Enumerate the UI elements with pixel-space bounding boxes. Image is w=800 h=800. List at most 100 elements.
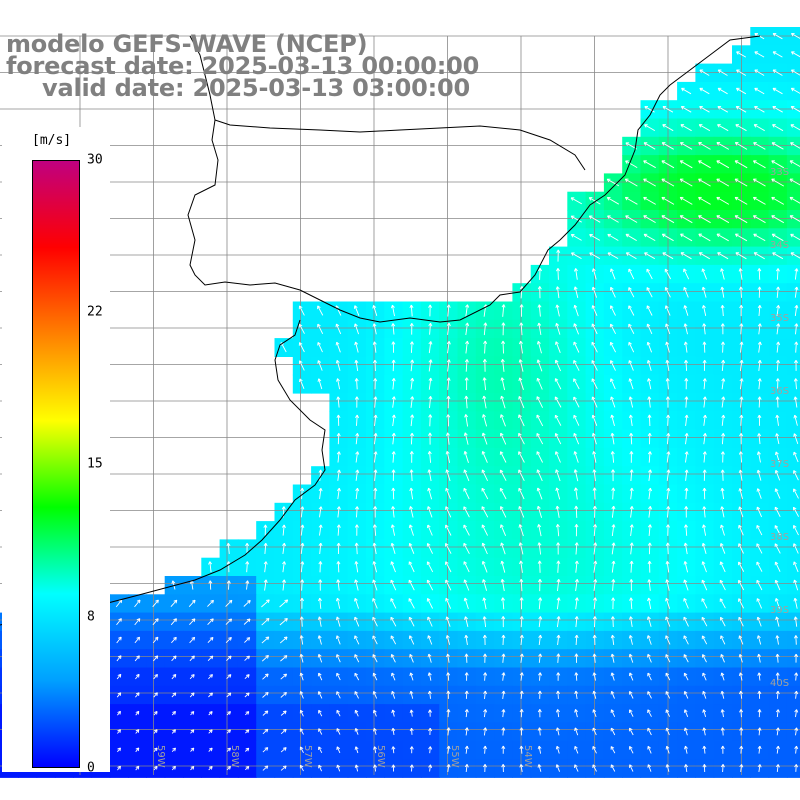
wind-arrow-head <box>665 597 669 601</box>
wind-arrow-head <box>558 579 561 583</box>
wind-arrow-head <box>464 597 468 601</box>
wind-arrow-head <box>227 692 231 695</box>
wind-arrow-head <box>284 765 287 770</box>
wind-arrow-head <box>740 727 744 731</box>
wind-arrow-head <box>555 304 558 309</box>
wind-arrow-head <box>720 672 723 677</box>
wind-arrow-head <box>576 560 579 565</box>
wind-arrow-head <box>702 654 706 657</box>
wind-arrow <box>628 305 635 316</box>
wind-arrow <box>555 469 561 482</box>
wind-arrow <box>355 469 359 481</box>
wind-arrow-head <box>629 709 633 712</box>
wind-arrow <box>336 635 341 645</box>
wind-arrow-head <box>538 672 541 676</box>
wind-arrow <box>738 598 745 609</box>
wind-arrow-head <box>265 673 269 676</box>
wind-arrow-head <box>556 634 560 638</box>
wind-arrow-head <box>519 506 523 509</box>
wind-arrow-head <box>665 635 669 638</box>
wind-arrow <box>392 396 395 408</box>
wind-arrow-head <box>227 765 231 768</box>
wind-arrow-head <box>374 524 377 528</box>
wind-arrow-head <box>482 432 486 436</box>
wind-arrow-head <box>483 304 487 308</box>
wind-arrow-head <box>610 396 612 401</box>
lon-label: 56W <box>375 745 386 768</box>
wind-arrow-head <box>772 124 775 128</box>
wind-arrow-head <box>374 764 378 768</box>
wind-arrow-head <box>337 597 340 601</box>
wind-arrow-head <box>354 341 356 346</box>
wind-arrow-head <box>794 286 798 290</box>
wind-arrow <box>409 654 414 663</box>
wind-arrow-head <box>741 360 744 364</box>
wind-arrow-head <box>282 542 285 546</box>
wind-arrow-head <box>683 616 687 620</box>
wind-arrow <box>373 709 377 717</box>
wind-arrow-head <box>775 268 779 272</box>
wind-arrow-head <box>430 396 433 400</box>
wind-arrow-head <box>722 745 725 750</box>
wind-arrow <box>537 341 542 354</box>
wind-arrow-head <box>647 378 649 382</box>
wind-arrow <box>758 323 761 335</box>
wind-arrow-head <box>796 691 799 695</box>
wind-arrow-head <box>611 560 615 564</box>
wind-arrow <box>720 654 725 663</box>
wind-arrow <box>736 69 747 76</box>
wind-arrow-head <box>463 597 466 602</box>
wind-arrow <box>575 597 578 610</box>
wind-arrow-head <box>776 305 779 309</box>
wind-arrow-head <box>738 543 742 546</box>
wind-arrow-head <box>372 323 375 327</box>
wind-arrow <box>735 124 747 132</box>
wind-arrow-head <box>318 635 322 639</box>
wind-arrow-head <box>759 709 762 713</box>
wind-arrow-head <box>519 322 522 326</box>
wind-arrow-head <box>575 709 579 713</box>
wind-arrow <box>482 579 488 591</box>
lat-label: 38S <box>770 532 789 543</box>
wind-arrow <box>116 692 122 698</box>
wind-arrow-head <box>776 616 780 620</box>
wind-arrow-head <box>521 709 524 713</box>
wind-arrow-head <box>738 451 742 455</box>
wind-arrow <box>662 106 674 113</box>
wind-arrow <box>789 215 800 222</box>
wind-arrow <box>753 197 766 205</box>
wind-arrow-head <box>484 690 488 695</box>
wind-arrow-head <box>338 451 341 455</box>
wind-arrow <box>300 672 304 681</box>
wind-arrow-head <box>427 506 429 510</box>
wind-arrow-head <box>336 746 341 750</box>
wind-arrow <box>300 654 304 663</box>
wind-arrow-head <box>738 616 742 620</box>
wind-arrow-head <box>483 395 487 399</box>
wind-arrow-head <box>666 414 669 418</box>
wind-cell <box>786 539 800 559</box>
wind-arrow-head <box>574 505 577 510</box>
wind-arrow <box>481 488 489 500</box>
wind-arrow <box>428 377 432 390</box>
wind-arrow <box>776 323 779 335</box>
wind-arrow <box>355 433 358 445</box>
wind-arrow-head <box>464 432 468 436</box>
wind-arrow-head <box>667 396 670 400</box>
wind-arrow-head <box>573 432 578 436</box>
wind-arrow-head <box>666 433 669 437</box>
wind-arrow <box>373 561 378 573</box>
wind-arrow <box>261 636 270 644</box>
wind-arrow-head <box>665 672 670 676</box>
wind-arrow <box>427 543 434 554</box>
wind-arrow-head <box>721 690 725 694</box>
wind-arrow <box>134 618 141 626</box>
wind-arrow <box>643 215 656 223</box>
wind-arrow <box>740 341 743 353</box>
wind-cell <box>786 118 800 138</box>
wind-arrow <box>610 287 616 298</box>
wind-arrow <box>447 745 450 754</box>
wind-arrow-head <box>666 579 670 583</box>
wind-arrow-head <box>299 616 303 620</box>
